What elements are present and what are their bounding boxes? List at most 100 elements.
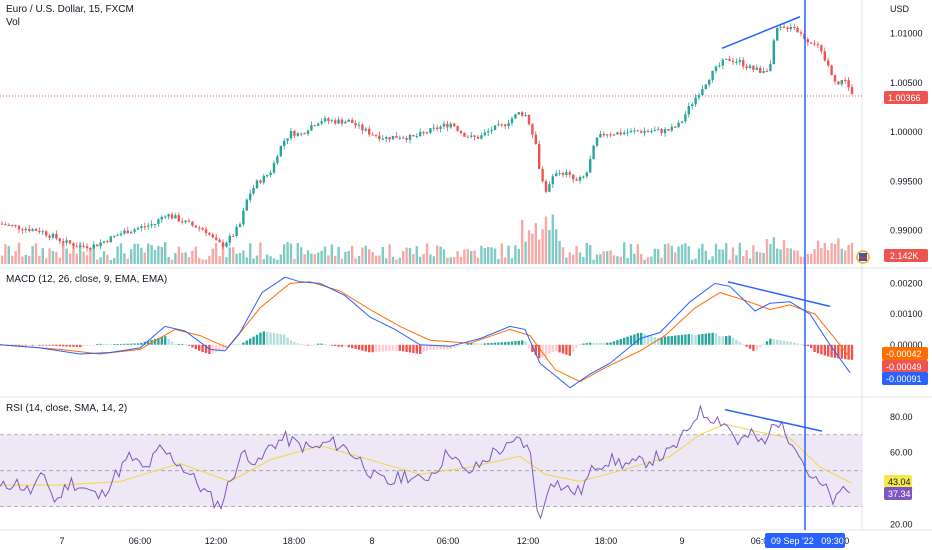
- candle-body: [17, 225, 21, 230]
- macd-histogram-bar: [568, 344, 571, 356]
- volume-bar: [684, 243, 687, 264]
- us-flag-icon[interactable]: [856, 250, 870, 264]
- macd-histogram-bar: [402, 344, 405, 352]
- macd-histogram-bar: [429, 344, 432, 350]
- candle-body: [337, 119, 340, 124]
- macd-histogram-bar: [395, 344, 398, 351]
- candle-body: [157, 219, 160, 225]
- volume-bar: [480, 245, 483, 264]
- candle-body: [65, 240, 68, 243]
- volume-bar: [102, 251, 106, 264]
- volume-bar: [725, 243, 728, 264]
- macd-histogram-bar: [249, 338, 252, 345]
- volume-bar: [272, 258, 276, 264]
- volume-bar: [317, 252, 320, 264]
- volume-bar: [140, 247, 143, 264]
- volume-bar: [657, 249, 660, 264]
- volume-bar: [201, 259, 204, 264]
- macd-histogram-bar: [368, 344, 371, 353]
- macd-histogram-bar: [527, 344, 531, 348]
- volume-bar: [429, 254, 432, 264]
- volume-bar: [646, 257, 650, 264]
- candle-body: [11, 224, 14, 226]
- candle-body: [58, 238, 61, 242]
- time-tick-label: 18:00: [283, 536, 306, 546]
- candle-body: [68, 240, 72, 244]
- volume-bar: [123, 253, 126, 264]
- macd-histogram-bar: [561, 344, 565, 354]
- rsi-tick-label: 80.00: [890, 412, 913, 422]
- volume-bar: [527, 230, 531, 264]
- macd-histogram-bar: [347, 344, 350, 348]
- candle-body: [660, 129, 663, 134]
- volume-bar: [755, 251, 758, 264]
- candle-body: [245, 199, 248, 211]
- price-trendline[interactable]: [721, 16, 801, 49]
- volume-bar: [211, 248, 214, 264]
- candle-body: [385, 136, 388, 139]
- macd-histogram-bar: [677, 335, 680, 345]
- candle-body: [422, 132, 425, 134]
- candle-body: [589, 159, 592, 173]
- candle-body: [303, 133, 306, 135]
- candle-body: [391, 135, 395, 140]
- macd-histogram-bar: [483, 343, 486, 345]
- macd-histogram-bar: [544, 344, 548, 356]
- macd-histogram-bar: [789, 341, 792, 345]
- rsi-trendline[interactable]: [724, 408, 823, 432]
- macd-histogram-bar: [782, 340, 786, 345]
- candle-body: [538, 144, 541, 169]
- volume-bar: [691, 259, 694, 264]
- macd-histogram-bar: [286, 337, 289, 345]
- macd-histogram-bar: [551, 344, 554, 353]
- volume-bar: [612, 255, 616, 264]
- candle-body: [650, 131, 653, 133]
- candle-body: [629, 130, 633, 133]
- macd-histogram-bar: [531, 344, 534, 353]
- candle-body: [646, 130, 650, 132]
- volume-bar: [31, 246, 34, 264]
- macd-histogram-bar: [320, 343, 323, 345]
- macd-trendline[interactable]: [727, 281, 831, 308]
- volume-bar: [765, 239, 769, 264]
- candle-body: [820, 45, 823, 52]
- volume-bar: [799, 256, 803, 264]
- macd-pane-title: MACD (12, 26, close, 9, EMA, EMA): [6, 274, 167, 285]
- candle-body: [327, 118, 330, 121]
- volume-bar: [585, 243, 588, 264]
- volume-bar: [289, 243, 293, 264]
- candle-body: [45, 231, 48, 236]
- volume-bar: [371, 251, 374, 264]
- volume-bar: [810, 253, 813, 264]
- volume-bar: [813, 249, 816, 264]
- candle-body: [674, 126, 677, 128]
- macd-histogram-bar: [116, 344, 119, 345]
- candle-body: [272, 163, 276, 173]
- macd-histogram-bar: [45, 344, 48, 346]
- volume-bar: [425, 243, 429, 264]
- candle-body: [140, 226, 143, 228]
- candle-body: [310, 125, 313, 131]
- candle-body: [572, 174, 575, 180]
- macd-histogram-bar: [201, 344, 204, 353]
- volume-bar: [677, 246, 680, 264]
- volume-bar: [538, 239, 541, 264]
- volume-bar: [687, 246, 690, 264]
- candle-body: [354, 123, 357, 126]
- volume-bar: [130, 249, 133, 264]
- candle-body: [497, 124, 500, 126]
- volume-bar: [694, 258, 697, 264]
- volume-bar: [147, 243, 150, 264]
- macd-histogram-bar: [96, 344, 99, 346]
- candle-body: [51, 233, 55, 238]
- volume-bar: [844, 250, 847, 264]
- candle-body: [340, 119, 344, 124]
- candle-body: [687, 106, 690, 115]
- candle-body: [483, 132, 486, 136]
- candle-body: [708, 79, 711, 85]
- volume-bar: [572, 254, 575, 264]
- macd-histogram-bar: [238, 344, 242, 346]
- macd-histogram-bar: [636, 333, 639, 345]
- volume-bar: [786, 247, 789, 264]
